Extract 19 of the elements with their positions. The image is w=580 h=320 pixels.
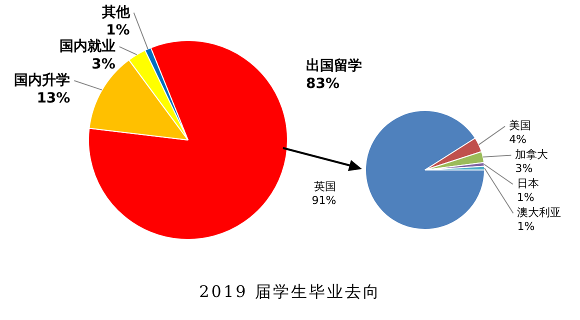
slice-label: 出国留学	[306, 58, 362, 74]
data-label: 83%	[306, 76, 340, 92]
slice-label: 澳大利亚	[517, 206, 562, 220]
slice-label: 加拿大	[515, 148, 548, 162]
slice-label: 日本	[516, 177, 539, 190]
slice-label: 英国	[314, 180, 336, 193]
data-label: 91%	[312, 194, 336, 207]
slice-label: 其他	[100, 4, 131, 20]
slice-label: 美国	[509, 119, 532, 132]
slice-label: 国内就业	[59, 38, 116, 54]
data-label: 3%	[515, 162, 533, 176]
data-label: 3%	[92, 56, 116, 72]
text: 2019 届学生毕业去向	[198, 282, 382, 303]
data-label: 1%	[106, 22, 130, 38]
data-label: 1%	[516, 191, 534, 204]
data-label: 1%	[517, 220, 535, 234]
data-label: 4%	[509, 133, 527, 146]
slice-label: 国内升学	[14, 71, 70, 88]
data-label: 13%	[36, 90, 70, 106]
